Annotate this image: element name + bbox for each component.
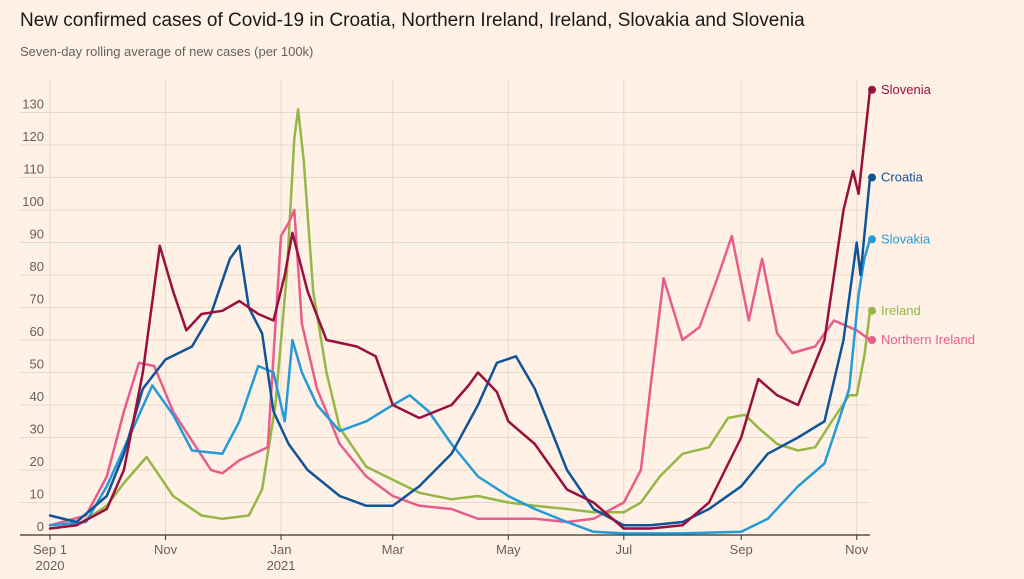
- y-tick-label: 130: [22, 97, 44, 112]
- y-tick-label: 10: [30, 487, 44, 502]
- chart-title: New confirmed cases of Covid-19 in Croat…: [20, 10, 805, 31]
- series-label: Croatia: [881, 170, 924, 185]
- series-label: Slovakia: [881, 231, 931, 246]
- chart-subtitle: Seven-day rolling average of new cases (…: [20, 44, 314, 59]
- series-end-dot: [868, 85, 876, 94]
- series-line-slovenia: [48, 88, 872, 530]
- series-end-dot: [868, 173, 876, 182]
- series-end-dot: [868, 235, 876, 244]
- x-tick-label: Jul: [615, 542, 632, 557]
- x-tick-year-label: 2021: [267, 558, 296, 573]
- y-tick-label: 80: [30, 259, 44, 274]
- series-label: Ireland: [881, 303, 921, 318]
- y-tick-label: 20: [30, 454, 44, 469]
- x-tick-label: Nov: [154, 542, 178, 557]
- y-tick-label: 60: [30, 324, 44, 339]
- x-tick-label: Jan: [271, 542, 292, 557]
- series-line-ireland: [48, 108, 872, 530]
- series-label: Slovenia: [881, 82, 932, 97]
- y-tick-label: 90: [30, 227, 44, 242]
- y-tick-label: 110: [23, 162, 44, 177]
- y-tick-label: 30: [30, 422, 44, 437]
- x-tick-label: Sep: [730, 542, 753, 557]
- y-tick-label: 100: [22, 194, 44, 209]
- series-line-slovakia: [48, 238, 872, 535]
- y-tick-label: 0: [37, 519, 44, 534]
- series-end-dot: [868, 306, 876, 315]
- series-end-dot: [868, 336, 876, 344]
- x-tick-year-label: 2020: [36, 558, 65, 573]
- x-tick-label: May: [496, 542, 521, 557]
- series-label: Northern Ireland: [881, 332, 975, 347]
- series-line-croatia: [48, 176, 872, 527]
- y-tick-label: 70: [30, 292, 44, 307]
- series-line-northern-ireland: [48, 208, 872, 527]
- y-tick-label: 50: [30, 357, 44, 372]
- x-tick-label: Sep 1: [33, 542, 67, 557]
- x-tick-label: Mar: [382, 542, 405, 557]
- x-tick-label: Nov: [845, 542, 869, 557]
- y-tick-label: 120: [22, 129, 44, 144]
- y-tick-label: 40: [30, 389, 44, 404]
